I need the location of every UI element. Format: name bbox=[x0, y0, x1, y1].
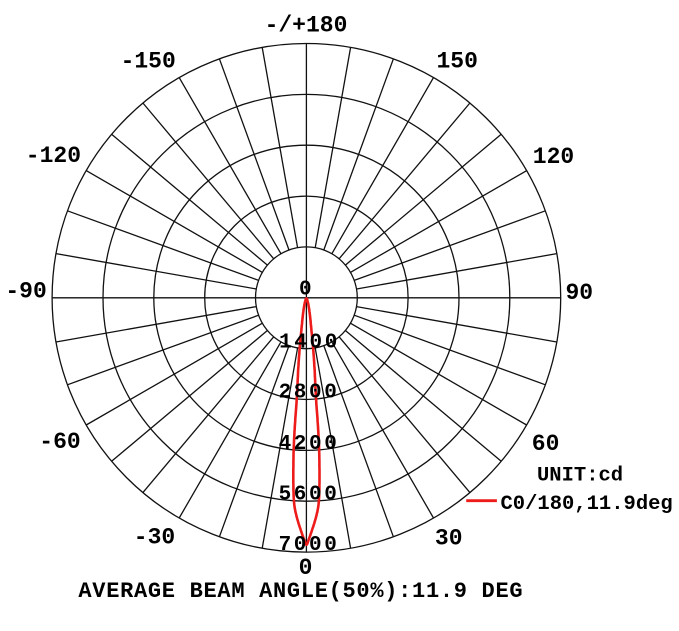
svg-text:4200: 4200 bbox=[279, 433, 340, 456]
svg-text:2800: 2800 bbox=[279, 381, 340, 404]
svg-text:0: 0 bbox=[299, 279, 314, 302]
svg-text:-30: -30 bbox=[134, 524, 175, 550]
svg-text:C0/180,11.9deg: C0/180,11.9deg bbox=[501, 493, 673, 516]
svg-text:-60: -60 bbox=[39, 429, 80, 455]
svg-text:AVERAGE BEAM ANGLE(50%):11.9 D: AVERAGE BEAM ANGLE(50%):11.9 DEG bbox=[78, 579, 523, 604]
svg-text:7000: 7000 bbox=[279, 534, 340, 557]
svg-text:-/+180: -/+180 bbox=[265, 13, 348, 39]
svg-text:60: 60 bbox=[532, 431, 560, 457]
svg-text:30: 30 bbox=[435, 526, 463, 552]
svg-text:0: 0 bbox=[299, 555, 313, 581]
svg-text:-90: -90 bbox=[5, 278, 46, 304]
svg-text:90: 90 bbox=[565, 280, 593, 306]
svg-text:-120: -120 bbox=[26, 143, 81, 169]
svg-text:UNIT:cd: UNIT:cd bbox=[537, 465, 623, 488]
svg-text:120: 120 bbox=[533, 144, 574, 170]
svg-text:150: 150 bbox=[436, 49, 477, 75]
svg-text:1400: 1400 bbox=[279, 331, 340, 354]
svg-text:5600: 5600 bbox=[279, 483, 340, 506]
svg-text:-150: -150 bbox=[121, 48, 176, 74]
